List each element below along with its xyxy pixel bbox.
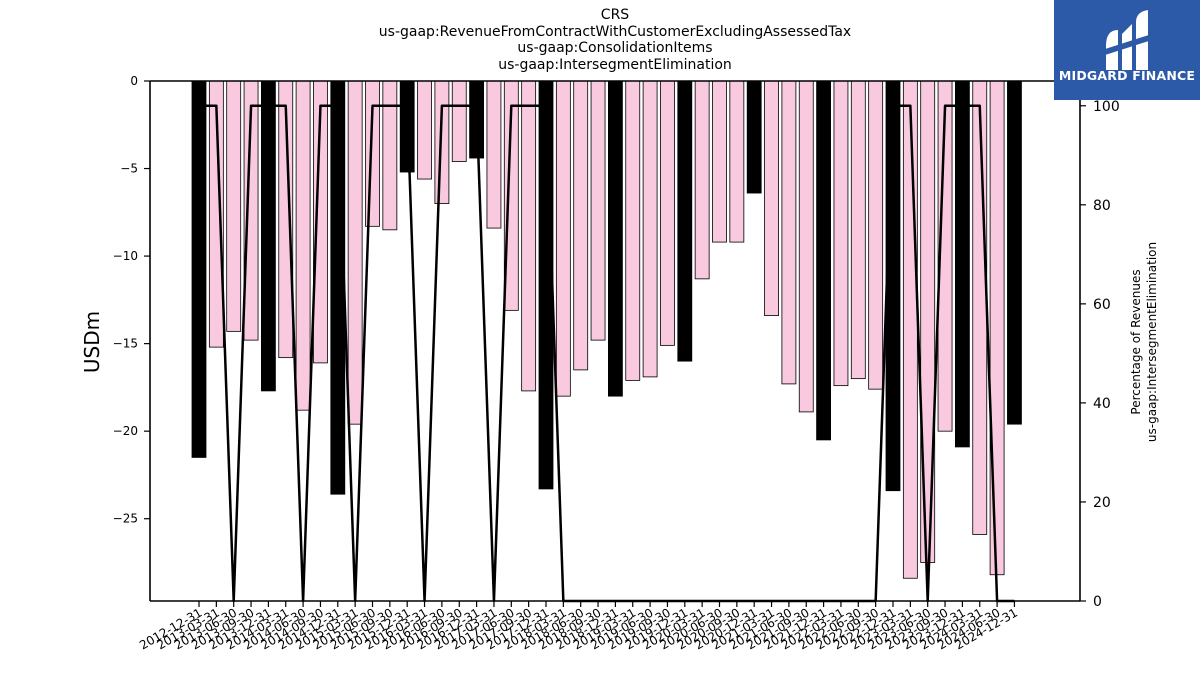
bar-2015-09-30 [382,80,398,231]
bar-2019-12-31 [677,80,693,362]
chart-title-line-4: us-gaap:IntersegmentElimination [498,56,732,73]
y-tick-label: −20 [113,424,138,438]
logo-mark-icon [1102,10,1152,70]
bar-group [191,80,1022,579]
chart-title-line-2: us-gaap:RevenueFromContractWithCustomerE… [378,23,852,40]
bar-2024-06-30 [989,80,1005,576]
bar-2012-12-31 [191,80,207,458]
y-tick-label: −15 [113,337,138,351]
chart-title-line-1: CRS [600,7,630,23]
bar-2020-03-31 [694,80,710,280]
bar-2020-12-31 [746,80,762,194]
y-axis-label: USDm [80,311,104,373]
bar-2016-06-30 [434,80,450,204]
y2-tick-label: 40 [1093,396,1111,412]
y2-tick-label: 80 [1093,198,1111,214]
bar-2023-03-31 [902,80,918,579]
y-tick-label: −25 [113,512,138,526]
midgard-finance-logo: MIDGARD FINANCE [1054,0,1200,100]
y2-axis-label-line-1: Percentage of Revenues [1129,269,1143,414]
y2-tick-label: 100 [1093,99,1120,115]
bar-2024-03-31 [972,80,988,535]
axes-group: 0−5−10−15−20−250204060801002012-12-31201… [113,74,1120,652]
bar-2019-09-30 [660,80,675,346]
bar-2020-09-30 [729,80,745,243]
bar-2022-09-30 [868,80,884,390]
bar-2022-06-30 [850,80,866,380]
bar-2014-12-31 [330,80,346,495]
y-tick-label: −10 [113,249,138,263]
y2-axis-label-line-2: us-gaap:IntersegmentElimination [1145,242,1159,442]
bar-2021-03-31 [764,80,779,317]
bar-2016-03-31 [417,80,432,180]
bar-2021-06-30 [781,80,797,385]
bar-2019-06-30 [642,80,658,378]
bar-2018-12-31 [608,80,623,397]
bar-2014-06-30 [295,80,311,411]
bar-2017-03-31 [486,80,502,229]
y-tick-label: −5 [120,162,138,176]
bar-2019-03-31 [625,80,641,381]
bar-2018-06-30 [573,80,589,371]
bar-2023-12-31 [955,80,970,448]
chart-title-line-3: us-gaap:ConsolidationItems [517,40,713,56]
bar-2022-12-31 [885,80,901,492]
bar-2021-12-31 [816,80,831,441]
bar-2020-06-30 [712,80,727,243]
y2-tick-label: 0 [1093,594,1102,610]
bar-2016-09-30 [451,80,467,162]
bar-2022-03-31 [833,80,849,387]
axis-labels-group: USDm Percentage of Revenues us-gaap:Inte… [80,242,1159,442]
bar-2015-06-30 [365,80,380,227]
bar-2017-12-31 [538,80,554,490]
y-tick-label: 0 [130,74,138,88]
bar-2024-12-31 [1007,80,1022,425]
bar-2015-03-31 [347,80,363,425]
bar-2013-06-30 [226,80,242,332]
logo-text: MIDGARD FINANCE [1058,68,1196,83]
bar-2018-09-30 [590,80,606,341]
y2-tick-label: 20 [1093,495,1111,511]
bar-2013-12-31 [260,80,276,392]
bar-2017-09-30 [521,80,537,392]
y2-tick-label: 60 [1093,297,1111,313]
bar-2018-03-31 [555,80,571,397]
bar-2021-09-30 [798,80,814,413]
